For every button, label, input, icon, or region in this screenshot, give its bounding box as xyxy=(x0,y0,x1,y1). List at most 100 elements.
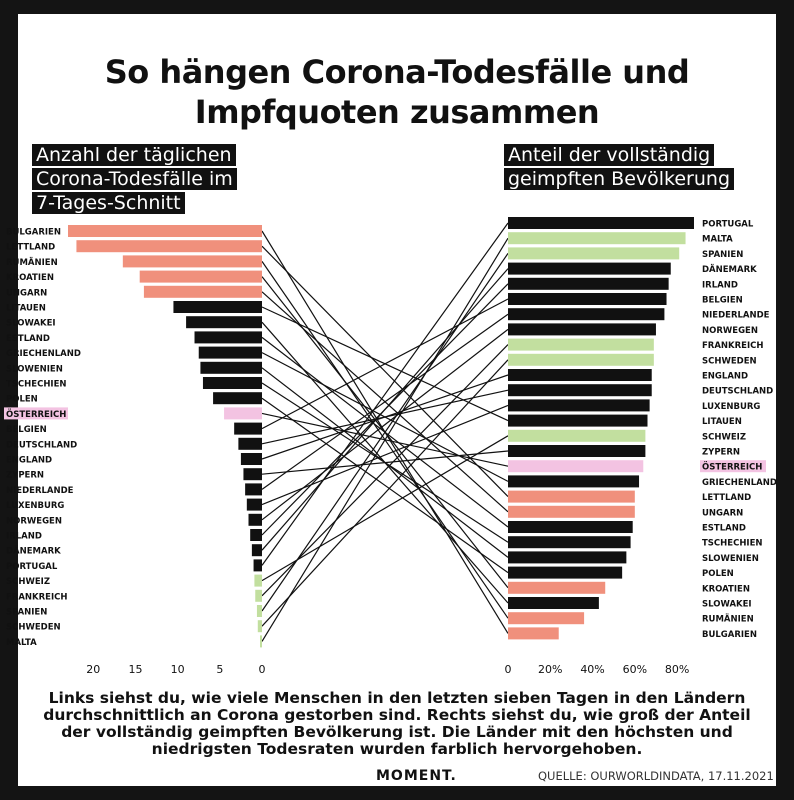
left-country-label: ÖSTERREICH xyxy=(6,409,66,420)
left-country-label: UNGARN xyxy=(6,288,47,298)
right-country-label: NORWEGEN xyxy=(702,326,758,336)
right-bar xyxy=(508,505,635,518)
left-bar xyxy=(260,635,262,648)
right-country-label: MALTA xyxy=(702,235,733,245)
left-bar xyxy=(245,483,262,496)
left-bar xyxy=(255,589,262,602)
left-bar xyxy=(243,468,262,481)
left-country-label: ENGLAND xyxy=(6,456,52,466)
left-x-tick: 20 xyxy=(86,663,100,676)
right-country-label: ZYPERN xyxy=(702,448,740,458)
left-country-label: TSCHECHIEN xyxy=(6,380,67,390)
left-country-label: PORTUGAL xyxy=(6,562,58,572)
connector-line xyxy=(261,237,509,642)
left-bar xyxy=(194,331,262,344)
left-country-label: DEUTSCHLAND xyxy=(6,440,77,450)
connector-line xyxy=(261,359,509,627)
right-bar xyxy=(508,277,669,290)
right-bar xyxy=(508,293,667,305)
right-country-label: LUXENBURG xyxy=(702,402,760,412)
right-x-tick: 60% xyxy=(623,663,647,676)
right-bar xyxy=(508,247,680,260)
right-bar xyxy=(508,323,656,336)
connector-line xyxy=(261,313,509,490)
right-country-label: FRANKREICH xyxy=(702,341,764,351)
right-bar xyxy=(508,581,606,594)
right-country-label: ESTLAND xyxy=(702,524,746,534)
connector-line xyxy=(261,268,509,551)
left-bar xyxy=(238,437,262,450)
left-country-label: DÄNEMARK xyxy=(6,546,61,557)
left-country-label: SLOWENIEN xyxy=(6,364,63,374)
right-bar xyxy=(508,597,599,609)
connector-line xyxy=(261,328,509,521)
chart-frame: So hängen Corona-Todesfälle und Impfquot… xyxy=(18,14,776,786)
right-x-tick: 0 xyxy=(505,663,512,676)
left-country-label: MALTA xyxy=(6,638,37,648)
right-label-highlight xyxy=(700,460,766,473)
left-country-label: LUXENBURG xyxy=(6,501,64,511)
right-axis-title: Anteil der vollständig geimpften Bevölke… xyxy=(504,144,735,192)
right-country-label: TSCHECHIEN xyxy=(702,539,763,549)
right-bar xyxy=(508,369,652,381)
right-bar xyxy=(508,399,650,412)
left-bar xyxy=(186,316,262,329)
left-bar xyxy=(240,453,262,465)
right-bar xyxy=(508,536,631,549)
left-bar xyxy=(198,346,262,359)
left-bar xyxy=(251,544,262,557)
left-country-label: BULGARIEN xyxy=(6,228,61,238)
left-bar xyxy=(173,301,262,313)
connector-line xyxy=(261,253,509,612)
right-country-label: SCHWEIZ xyxy=(702,432,746,442)
left-country-label: FRANKREICH xyxy=(6,592,68,602)
left-country-label: KROATIEN xyxy=(6,273,54,283)
connector-line xyxy=(261,435,509,582)
right-bar xyxy=(508,414,648,427)
right-bar xyxy=(508,566,623,579)
right-country-label: KROATIEN xyxy=(702,584,750,594)
right-country-label: BULGARIEN xyxy=(702,630,757,640)
left-bar xyxy=(139,270,262,283)
left-country-label: IRLAND xyxy=(6,532,42,542)
right-x-tick: 20% xyxy=(538,663,562,676)
connector-line xyxy=(261,397,509,574)
right-country-label: IRLAND xyxy=(702,280,738,290)
left-bar xyxy=(213,392,262,405)
right-bar xyxy=(508,521,633,533)
right-country-label: PORTUGAL xyxy=(702,220,754,230)
left-country-label: GRIECHENLAND xyxy=(6,349,81,359)
left-label-line-2: Corona-Todesfälle im xyxy=(32,168,237,190)
right-country-label: ÖSTERREICH xyxy=(702,462,762,473)
right-bar xyxy=(508,217,694,229)
left-label-line-1: Anzahl der täglichen xyxy=(32,144,236,166)
right-country-label: LITAUEN xyxy=(702,417,742,427)
left-x-tick: 0 xyxy=(259,663,266,676)
right-country-label: SLOWAKEI xyxy=(702,600,752,610)
right-bar xyxy=(508,338,654,351)
right-country-label: SLOWENIEN xyxy=(702,554,759,564)
left-label-line-3: 7-Tages-Schnitt xyxy=(32,192,185,214)
left-country-label: POLEN xyxy=(6,395,38,405)
left-label-highlight xyxy=(4,407,68,420)
left-country-label: RUMÄNIEN xyxy=(6,257,58,268)
left-bar xyxy=(254,574,262,587)
left-bar xyxy=(253,559,262,572)
right-bar xyxy=(508,429,646,442)
left-bar xyxy=(224,407,262,420)
left-country-label: NORWEGEN xyxy=(6,516,62,526)
left-bar xyxy=(234,422,262,435)
left-bar xyxy=(143,285,262,298)
right-bar xyxy=(508,460,644,473)
left-bar xyxy=(250,529,262,541)
title-line-1: So hängen Corona-Todesfälle und xyxy=(104,53,690,91)
right-country-label: BELGIEN xyxy=(702,296,743,306)
right-x-tick: 80% xyxy=(665,663,689,676)
right-bar xyxy=(508,612,585,625)
left-bar xyxy=(68,225,262,237)
connector-line xyxy=(261,298,509,430)
right-bar xyxy=(508,353,654,366)
right-x-tick: 40% xyxy=(580,663,604,676)
right-label-line-1: Anteil der vollständig xyxy=(504,144,715,166)
